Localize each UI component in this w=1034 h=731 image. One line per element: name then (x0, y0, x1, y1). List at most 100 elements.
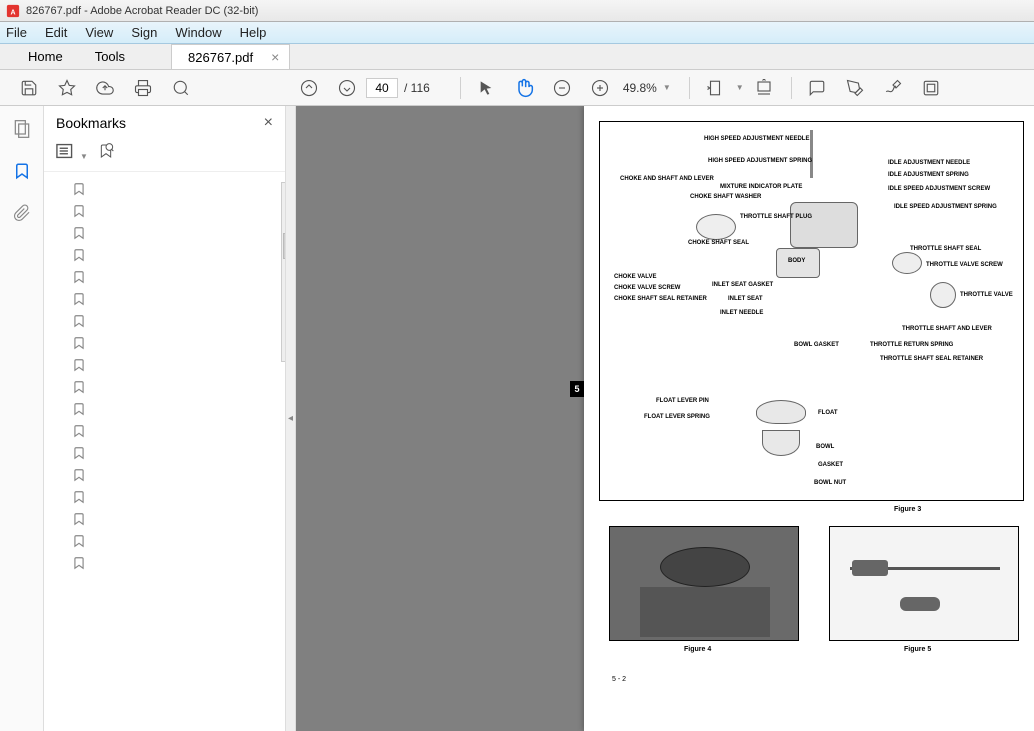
bookmark-options-icon[interactable]: ▼ (56, 143, 88, 162)
zoom-out-icon[interactable] (552, 78, 572, 98)
page-display-icon[interactable] (754, 78, 774, 98)
bookmark-item[interactable] (44, 178, 285, 200)
diagram-label: IDLE ADJUSTMENT SPRING (888, 172, 969, 178)
diagram-label: BOWL GASKET (794, 342, 839, 348)
diagram-label: CHOKE VALVE (614, 274, 656, 280)
bookmark-item[interactable] (44, 288, 285, 310)
bookmark-item[interactable] (44, 486, 285, 508)
sign-icon[interactable] (883, 78, 903, 98)
diagram-label: CHOKE AND SHAFT AND LEVER (620, 176, 714, 182)
figure-5-image (829, 526, 1019, 641)
bookmark-item[interactable] (44, 508, 285, 530)
print-icon[interactable] (133, 78, 153, 98)
menu-edit[interactable]: Edit (45, 25, 67, 40)
tab-home[interactable]: Home (12, 44, 79, 69)
menu-view[interactable]: View (85, 25, 113, 40)
attachments-icon[interactable] (11, 202, 33, 224)
main-area: Bookmarks × ▼ ◂ 5 (0, 106, 1034, 731)
pointer-icon[interactable] (476, 78, 496, 98)
page-number-label: 5 - 2 (612, 676, 626, 683)
pdf-page: 5 HIGH SPEED ADJUSTMENT NEEDLE HIGH SPEE… (584, 106, 1034, 731)
document-viewport[interactable]: 5 HIGH SPEED ADJUSTMENT NEEDLE HIGH SPEE… (296, 106, 1034, 731)
chevron-down-icon[interactable]: ▼ (736, 83, 744, 92)
page-number-input[interactable] (366, 78, 398, 98)
bookmark-item[interactable] (44, 464, 285, 486)
menu-file[interactable]: File (6, 25, 27, 40)
diagram-label: FLOAT (818, 410, 838, 416)
figure-4-image (609, 526, 799, 641)
diagram-label: BOWL NUT (814, 480, 846, 486)
diagram-label: THROTTLE VALVE (960, 292, 1013, 298)
diagram-label: INLET NEEDLE (720, 310, 763, 316)
bookmark-item[interactable] (44, 420, 285, 442)
pdf-app-icon: A (6, 4, 20, 18)
window-title: 826767.pdf - Adobe Acrobat Reader DC (32… (26, 5, 258, 17)
panel-collapse-handle[interactable]: ◂ (286, 106, 296, 731)
hand-icon[interactable] (514, 78, 534, 98)
search-icon[interactable] (171, 78, 191, 98)
find-bookmark-icon[interactable] (98, 142, 114, 163)
page-down-icon[interactable] (337, 78, 357, 98)
figure-4-caption: Figure 4 (684, 646, 711, 653)
diagram-label: THROTTLE SHAFT SEAL (910, 246, 981, 252)
panel-close-icon[interactable]: × (264, 114, 273, 132)
diagram-label: MIXTURE INDICATOR PLATE (720, 184, 802, 190)
page-up-icon[interactable] (299, 78, 319, 98)
diagram-label: INLET SEAT (728, 296, 763, 302)
thumbnails-icon[interactable] (11, 118, 33, 140)
tab-tools[interactable]: Tools (79, 44, 141, 69)
bookmark-item[interactable] (44, 200, 285, 222)
bookmark-item[interactable] (44, 266, 285, 288)
collapse-left-icon: ◂ (288, 413, 293, 424)
diagram-label: BODY (788, 258, 805, 264)
toolbar-separator (689, 77, 690, 99)
bookmarks-list[interactable] (44, 171, 285, 731)
zoom-in-icon[interactable] (590, 78, 610, 98)
diagram-label: CHOKE VALVE SCREW (614, 285, 680, 291)
bookmarks-title: Bookmarks (56, 115, 126, 131)
scrollbar-track[interactable] (281, 182, 285, 362)
diagram-label: CHOKE SHAFT WASHER (690, 194, 761, 200)
diagram-label: CHOKE SHAFT SEAL (688, 240, 749, 246)
zoom-level-label[interactable]: 49.8% (623, 81, 657, 95)
toolbar-separator (791, 77, 792, 99)
diagram-label: THROTTLE VALVE SCREW (926, 262, 1003, 268)
diagram-label: HIGH SPEED ADJUSTMENT SPRING (708, 158, 812, 164)
tab-close-icon[interactable]: × (271, 49, 279, 65)
menu-sign[interactable]: Sign (131, 25, 157, 40)
zoom-dropdown-icon[interactable]: ▼ (663, 83, 671, 92)
highlight-icon[interactable] (845, 78, 865, 98)
cloud-icon[interactable] (95, 78, 115, 98)
toolbar-separator (460, 77, 461, 99)
bookmarks-icon[interactable] (11, 160, 33, 182)
comment-icon[interactable] (807, 78, 827, 98)
save-icon[interactable] (19, 78, 39, 98)
diagram-frame: HIGH SPEED ADJUSTMENT NEEDLE HIGH SPEED … (599, 121, 1024, 501)
bookmark-item[interactable] (44, 244, 285, 266)
menu-bar: File Edit View Sign Window Help (0, 22, 1034, 44)
bookmark-item[interactable] (44, 222, 285, 244)
star-icon[interactable] (57, 78, 77, 98)
figure-5-caption: Figure 5 (904, 646, 931, 653)
diagram-label: THROTTLE SHAFT SEAL RETAINER (880, 356, 983, 362)
tab-document[interactable]: 826767.pdf × (171, 44, 290, 69)
scrollbar-thumb[interactable] (283, 233, 285, 259)
bookmark-item[interactable] (44, 398, 285, 420)
tab-document-label: 826767.pdf (188, 50, 253, 65)
menu-window[interactable]: Window (175, 25, 221, 40)
bookmark-item[interactable] (44, 442, 285, 464)
bookmark-item[interactable] (44, 530, 285, 552)
diagram-label: HIGH SPEED ADJUSTMENT NEEDLE (704, 136, 809, 142)
stamp-icon[interactable] (921, 78, 941, 98)
bookmark-item[interactable] (44, 310, 285, 332)
diagram-label: THROTTLE SHAFT AND LEVER (902, 326, 992, 332)
menu-help[interactable]: Help (240, 25, 267, 40)
figure-3-caption: Figure 3 (894, 506, 921, 513)
fit-width-icon[interactable] (705, 78, 725, 98)
diagram-label: THROTTLE SHAFT PLUG (740, 214, 812, 220)
diagram-label: GASKET (818, 462, 843, 468)
bookmark-item[interactable] (44, 354, 285, 376)
bookmark-item[interactable] (44, 552, 285, 574)
bookmark-item[interactable] (44, 376, 285, 398)
bookmark-item[interactable] (44, 332, 285, 354)
